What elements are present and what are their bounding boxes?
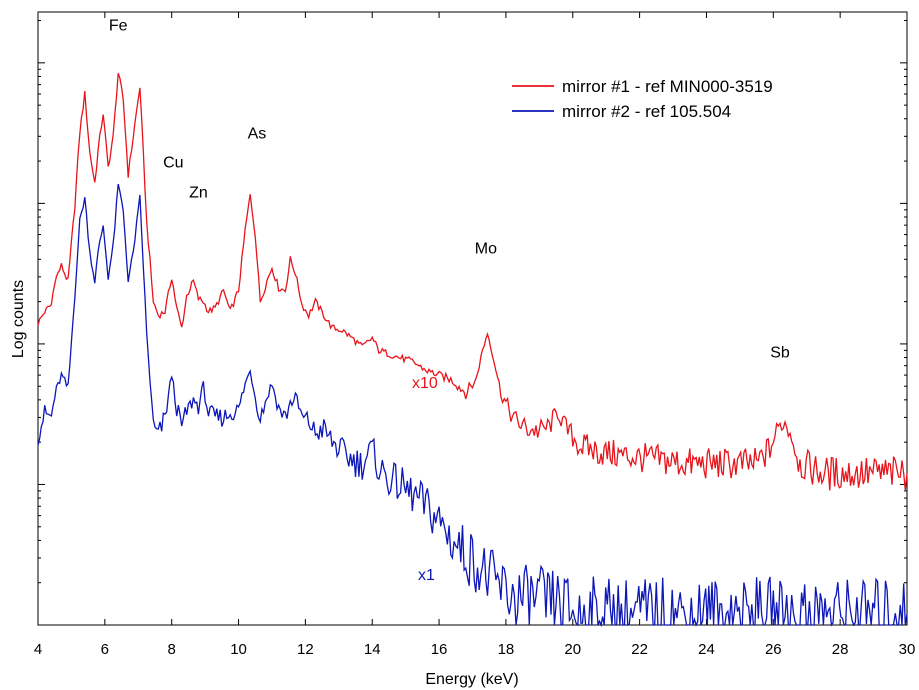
labels-layer: 4 6 8 10 12 14 16 18 20 22 24 26 28 30 Fe Cu Zn As Mo Sb — [34, 17, 916, 658]
x-tick-label: 4 — [34, 641, 42, 658]
x-tick-label: 22 — [631, 641, 648, 658]
series-line-mirror-1 — [37, 72, 908, 491]
x-tick-label: 6 — [101, 641, 109, 658]
peak-label-zn: Zn — [189, 185, 208, 202]
x-tick-label: 24 — [698, 641, 715, 658]
tick-marks — [37, 12, 908, 626]
x-axis-title: Energy (keV) — [425, 671, 518, 688]
x-tick-label: 20 — [564, 641, 581, 658]
x-tick-label: 12 — [297, 641, 314, 658]
peak-label-cu: Cu — [163, 155, 183, 172]
legend-label-mirror-1: mirror #1 - ref MIN000-3519 — [562, 77, 773, 96]
x-tick-label: 8 — [168, 641, 176, 658]
x-tick-label: 16 — [431, 641, 448, 658]
x-tick-label: 18 — [498, 641, 515, 658]
x-tick-label: 10 — [230, 641, 247, 658]
peak-label-sb: Sb — [770, 345, 790, 362]
series-line-mirror-2 — [37, 183, 908, 628]
scale-label-x1: x1 — [418, 567, 435, 584]
peak-label-as: As — [248, 125, 267, 142]
peak-label-fe: Fe — [109, 17, 128, 34]
scale-label-x10: x10 — [412, 375, 438, 392]
peak-label-mo: Mo — [475, 240, 497, 257]
x-tick-label: 30 — [899, 641, 916, 658]
legend: mirror #1 - ref MIN000-3519 mirror #2 - … — [512, 77, 773, 121]
x-tick-label: 26 — [765, 641, 782, 658]
legend-label-mirror-2: mirror #2 - ref 105.504 — [562, 102, 731, 121]
plot-frame — [37, 11, 908, 626]
y-axis-title: Log counts — [10, 280, 27, 358]
x-tick-label: 14 — [364, 641, 381, 658]
x-tick-label: 28 — [832, 641, 849, 658]
series-layer — [37, 72, 908, 628]
